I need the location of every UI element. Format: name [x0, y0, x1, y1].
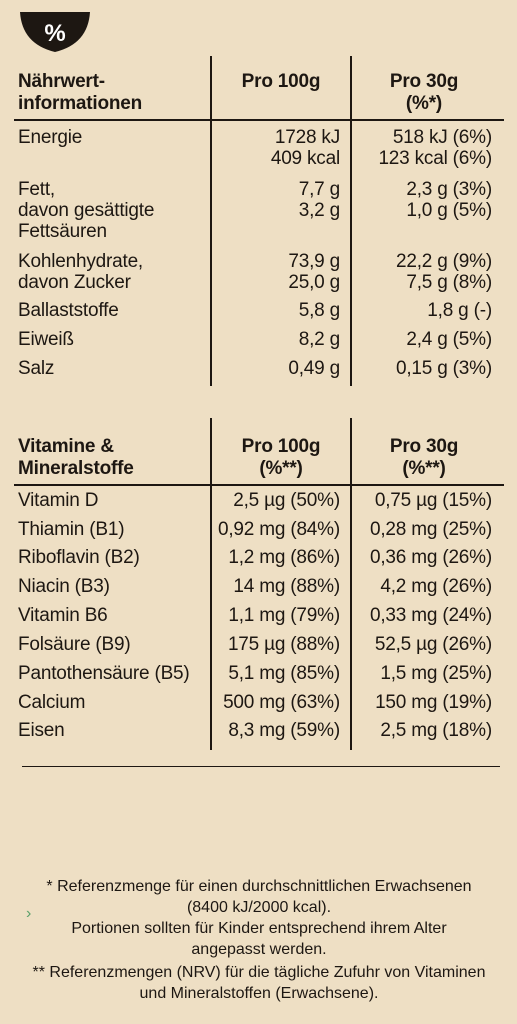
vitamin-label: Folsäure (B9): [18, 634, 131, 655]
nutrition-header-label: Nährwert-: [18, 71, 105, 92]
chevron-right-icon: ›: [26, 905, 32, 922]
nutrient-label: davon gesättigte: [18, 200, 155, 221]
nutrient-value-30g: 123 kcal (6%): [378, 148, 492, 169]
vitamin-value-30g: 0,28 mg (25%): [369, 519, 492, 540]
nutrient-label: Eiweiß: [18, 329, 74, 350]
nutrient-label: Salz: [18, 358, 55, 379]
vitamin-value-30g: 52,5 µg (26%): [374, 634, 492, 655]
column-divider: [210, 418, 212, 750]
nutrient-label: Kohlenhydrate,: [18, 251, 144, 272]
vitamin-value-30g: 4,2 mg (26%): [380, 576, 492, 597]
column-divider: [350, 56, 352, 386]
footer-rule: [22, 766, 500, 767]
nutrient-value-100g: 0,49 g: [288, 358, 340, 379]
nutrient-value-30g: 2,3 g (3%): [406, 179, 492, 200]
vitamins-header-col2: (%**): [402, 458, 446, 479]
vitamins-header-col2: Pro 30g: [389, 436, 459, 457]
vitamin-value-100g: 2,5 µg (50%): [233, 490, 340, 511]
nutrient-label: davon Zucker: [18, 272, 131, 293]
nutrition-header-col1: Pro 100g: [241, 71, 321, 92]
vitamins-header-label: Vitamine &: [18, 436, 114, 457]
nutrient-label: Fett,: [18, 179, 56, 200]
percent-bowl-icon: %: [20, 12, 90, 52]
nutrient-label: Ballaststoffe: [18, 300, 119, 321]
footnote-line: (8400 kJ/2000 kcal).: [186, 899, 332, 916]
footnote-line: und Mineralstoffen (Erwachsene).: [139, 985, 379, 1002]
nutrient-value-100g: 73,9 g: [288, 251, 340, 272]
nutrient-label: Fettsäuren: [18, 221, 107, 242]
vitamin-label: Pantothensäure (B5): [18, 663, 190, 684]
footnote-line: * Referenzmenge für einen durchschnittli…: [46, 878, 472, 895]
vitamin-value-100g: 8,3 mg (59%): [228, 720, 340, 741]
nutrition-header-col2: Pro 30g: [389, 71, 459, 92]
vitamin-value-100g: 175 µg (88%): [227, 634, 340, 655]
nutrient-value-30g: 518 kJ (6%): [392, 127, 492, 148]
vitamin-label: Thiamin (B1): [18, 519, 125, 540]
nutrient-value-30g: 7,5 g (8%): [406, 272, 492, 293]
vitamin-value-30g: 1,5 mg (25%): [380, 663, 492, 684]
header-rule: [14, 119, 504, 121]
column-divider: [210, 56, 212, 386]
vitamin-label: Riboflavin (B2): [18, 547, 140, 568]
nutrient-label: Energie: [18, 127, 83, 148]
vitamin-value-30g: 0,75 µg (15%): [374, 490, 492, 511]
vitamin-value-30g: 0,36 mg (26%): [369, 547, 492, 568]
svg-text:%: %: [44, 20, 65, 47]
vitamins-header-label: Mineralstoffe: [18, 458, 134, 479]
nutrient-value-100g: 3,2 g: [298, 200, 340, 221]
vitamin-value-100g: 1,2 mg (86%): [228, 547, 340, 568]
column-divider: [350, 418, 352, 750]
vitamin-label: Eisen: [18, 720, 65, 741]
nutrient-value-100g: 5,8 g: [298, 300, 340, 321]
nutrient-value-30g: 2,4 g (5%): [406, 329, 492, 350]
nutrient-value-30g: 22,2 g (9%): [395, 251, 492, 272]
vitamin-value-30g: 0,33 mg (24%): [369, 605, 492, 626]
vitamin-value-100g: 1,1 mg (79%): [228, 605, 340, 626]
vitamins-header-col1: Pro 100g: [241, 436, 321, 457]
nutrient-value-100g: 8,2 g: [298, 329, 340, 350]
nutrition-header-label: informationen: [18, 93, 143, 114]
footnote-line: angepasst werden.: [191, 941, 327, 958]
vitamin-label: Vitamin B6: [18, 605, 108, 626]
nutrient-value-100g: 1728 kJ: [274, 127, 340, 148]
vitamin-label: Niacin (B3): [18, 576, 110, 597]
nutrient-value-30g: 1,0 g (5%): [406, 200, 492, 221]
nutrition-header-col2: (%*): [405, 93, 443, 114]
nutrient-value-100g: 25,0 g: [288, 272, 340, 293]
vitamin-value-30g: 2,5 mg (18%): [380, 720, 492, 741]
nutrient-value-30g: 1,8 g (-): [427, 300, 492, 321]
nutrient-value-30g: 0,15 g (3%): [395, 358, 492, 379]
footnote-line: ** Referenzmengen (NRV) für die tägliche…: [32, 964, 486, 981]
footnote-line: Portionen sollten für Kinder entsprechen…: [71, 920, 447, 937]
vitamin-value-30g: 150 mg (19%): [375, 692, 492, 713]
vitamin-label: Vitamin D: [18, 490, 99, 511]
vitamin-label: Calcium: [18, 692, 86, 713]
header-rule: [14, 484, 504, 486]
nutrient-value-100g: 409 kcal: [270, 148, 340, 169]
vitamin-value-100g: 0,92 mg (84%): [217, 519, 340, 540]
vitamins-header-col1: (%**): [259, 458, 303, 479]
vitamin-value-100g: 14 mg (88%): [233, 576, 340, 597]
nutrient-value-100g: 7,7 g: [298, 179, 340, 200]
vitamin-value-100g: 500 mg (63%): [223, 692, 340, 713]
vitamin-value-100g: 5,1 mg (85%): [228, 663, 340, 684]
